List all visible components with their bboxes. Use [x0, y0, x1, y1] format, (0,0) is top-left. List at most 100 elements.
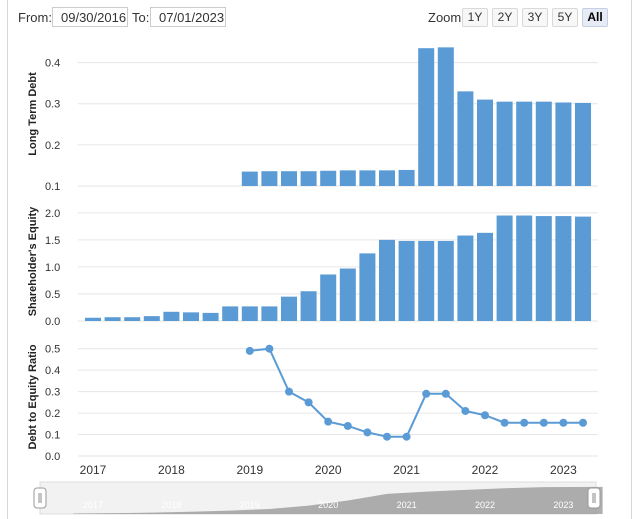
- ratio-point: [579, 418, 587, 427]
- navigator-year-label: 2023: [553, 500, 573, 510]
- ratio-point: [304, 398, 313, 407]
- ratio-point: [500, 418, 509, 427]
- pane2-tick-label: 2.0: [45, 208, 60, 220]
- x-axis-label: 2021: [393, 463, 420, 477]
- ratio-point: [363, 428, 372, 437]
- chart-frame-right-border: [631, 0, 632, 519]
- ratio-point: [343, 421, 352, 430]
- pane2-bar: [143, 316, 160, 321]
- navigator-year-label: 2018: [161, 500, 181, 510]
- navigator-year-label: 2019: [240, 500, 260, 510]
- pane1-bar: [418, 48, 435, 186]
- pane2-bar: [85, 317, 101, 321]
- pane2-tick-label: 0.0: [45, 316, 60, 328]
- pane1-tick-label: 0.4: [45, 58, 60, 70]
- pane1-axis-title: Long Term Debt: [27, 72, 39, 156]
- ratio-point: [324, 417, 333, 426]
- pane3-axis-title: Debt to Equity Ratio: [27, 344, 39, 449]
- pane2-bar: [535, 216, 552, 321]
- pane2-bar: [300, 291, 317, 321]
- zoom-3y-button[interactable]: 3Y: [522, 8, 548, 27]
- pane1-bar: [457, 91, 474, 186]
- zoom-label: Zoom:: [428, 10, 465, 25]
- ratio-point: [559, 418, 568, 427]
- ratio-point: [539, 418, 548, 427]
- zoom-all-button[interactable]: All: [582, 8, 608, 27]
- navigator-left-handle[interactable]: [33, 487, 47, 509]
- pane2-bar: [202, 312, 219, 321]
- pane1-tick-label: 0.1: [45, 181, 60, 193]
- x-axis-label: 2020: [315, 463, 342, 477]
- pane3-tick-label: 0.2: [45, 408, 60, 420]
- pane3-tick-label: 0.4: [45, 365, 60, 377]
- pane2-bar: [339, 268, 356, 321]
- pane1-bar: [535, 101, 552, 186]
- navigator-right-handle[interactable]: [587, 487, 601, 509]
- pane1-bar: [339, 170, 356, 186]
- ratio-point: [520, 418, 529, 427]
- pane2-tick-label: 1.0: [45, 262, 60, 274]
- pane3-tick-label: 0.0: [45, 451, 60, 463]
- pane2-bar: [379, 239, 395, 321]
- pane2-bar: [398, 240, 415, 321]
- pane2-tick-label: 0.5: [45, 289, 60, 301]
- pane1-bar: [555, 102, 572, 186]
- x-axis-label: 2017: [80, 463, 107, 477]
- ratio-point: [383, 432, 391, 441]
- pane2-bar: [359, 253, 376, 321]
- pane2-bar: [261, 306, 278, 321]
- navigator-background: [39, 481, 597, 515]
- x-axis-label: 2019: [236, 463, 263, 477]
- navigator-year-label: 2017: [83, 500, 103, 510]
- pane2-bar: [124, 317, 141, 321]
- navigator-year-label: 2021: [397, 500, 417, 510]
- pane1-tick-label: 0.3: [45, 99, 60, 111]
- pane2-bar: [437, 240, 454, 321]
- pane2-bar: [320, 274, 337, 321]
- ratio-point: [285, 387, 293, 396]
- from-label: From:: [18, 10, 52, 25]
- ratio-point: [265, 344, 274, 353]
- pane2-bar: [104, 317, 121, 321]
- pane2-axis-title: Shareholder's Equity: [27, 206, 39, 316]
- pane1-tick-label: 0.2: [45, 140, 60, 152]
- ratio-point: [481, 411, 489, 420]
- navigator-area: [73, 486, 603, 514]
- range-toolbar: From: To: Zoom: 1Y 2Y 3Y 5Y All: [0, 0, 640, 36]
- pane2-bar: [163, 311, 180, 321]
- pane2-bar: [418, 240, 435, 321]
- pane2-bar: [477, 232, 493, 321]
- ratio-point: [422, 389, 431, 398]
- ratio-point: [461, 406, 470, 415]
- pane2-bar: [516, 215, 533, 321]
- chart-frame-left-border: [7, 0, 8, 519]
- zoom-1y-button[interactable]: 1Y: [462, 8, 488, 27]
- pane1-bar: [437, 47, 454, 186]
- pane1-bar: [261, 171, 278, 186]
- zoom-5y-button[interactable]: 5Y: [552, 8, 578, 27]
- to-label: To:: [132, 10, 150, 25]
- zoom-2y-button[interactable]: 2Y: [492, 8, 518, 27]
- navigator-year-label: 2020: [318, 500, 338, 510]
- pane3-tick-label: 0.3: [45, 387, 60, 399]
- from-date-input[interactable]: [52, 7, 128, 27]
- x-axis-label: 2018: [158, 463, 185, 477]
- pane1-bar: [496, 101, 513, 186]
- pane1-bar: [241, 171, 258, 186]
- pane2-bar: [222, 306, 239, 321]
- pane2-bar: [281, 296, 297, 321]
- pane1-bar: [379, 170, 395, 186]
- pane1-bar: [575, 102, 591, 186]
- pane1-bar: [477, 99, 493, 186]
- to-date-input[interactable]: [150, 7, 226, 27]
- pane1-bar: [320, 170, 337, 186]
- pane2-bar: [555, 216, 572, 321]
- pane1-bar: [300, 171, 317, 186]
- pane3-tick-label: 0.1: [45, 430, 60, 442]
- pane2-bar: [457, 235, 474, 321]
- pane1-bar: [516, 101, 533, 186]
- x-axis-label: 2022: [472, 463, 499, 477]
- ratio-point: [402, 432, 411, 441]
- pane1-bar: [398, 169, 415, 186]
